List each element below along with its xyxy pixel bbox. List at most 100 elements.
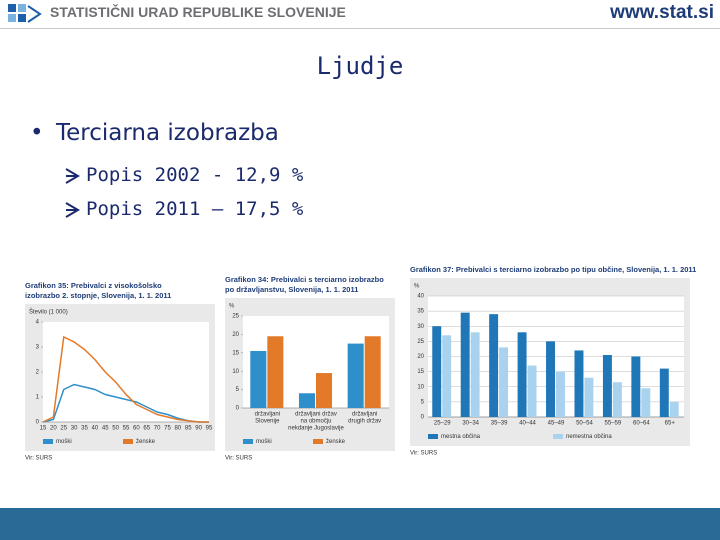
bar [574,350,584,417]
x-tick-label: drugih držav [348,419,381,425]
y-tick-label: 20 [417,354,424,360]
y-axis-label: % [414,284,420,290]
x-tick-label: 30 [71,426,78,432]
source: Vir: SURS [225,456,252,462]
x-tick-label: 50–54 [576,421,593,427]
legend-label: ženske [136,439,156,445]
bar [432,326,442,417]
bar [460,312,470,417]
chart-title: izobrazbo 2. stopnje, Slovenija, 1. 1. 2… [25,291,171,300]
bar [364,336,381,408]
legend-label: moški [56,439,72,445]
x-tick-label: državljani držav [295,412,337,418]
x-tick-label: 45 [102,426,109,432]
y-tick-label: 3 [36,345,40,351]
x-tick-label: 25 [60,426,67,432]
x-tick-label: nekdanje Jugoslavije [288,426,344,432]
slide-title: Ljudje [316,52,404,80]
bar [669,401,679,417]
bar [499,347,509,417]
y-tick-label: 2 [36,370,40,376]
x-tick-label: 85 [185,426,192,432]
x-tick-label: 55–59 [605,421,622,427]
x-tick-label: 95 [206,426,213,432]
bar [546,341,555,417]
sub-bullet: Popis 2011 – 17,5 % [86,198,304,220]
x-tick-label: državljani [255,412,280,418]
sub-bullet: Popis 2002 - 12,9 % [86,164,304,186]
x-tick-label: 55 [123,426,130,432]
bar [659,368,669,417]
x-tick-label: 60 [133,426,140,432]
arrow [65,202,80,218]
legend-swatch [428,434,438,439]
legend-swatch [553,434,563,439]
x-tick-label: 75 [164,426,171,432]
y-tick-label: 0 [421,415,425,421]
bar [489,314,499,417]
bar [556,371,565,417]
x-tick-label: 25–29 [434,421,451,427]
source: Vir: SURS [410,451,437,457]
x-tick-label: 45–49 [548,421,565,427]
x-tick-label: 40 [92,426,99,432]
arrow [65,168,80,184]
bar [347,343,364,408]
x-tick-label: 60–64 [633,421,650,427]
x-tick-label: na območju [300,419,331,425]
bar [584,377,594,417]
legend-label: mestna občina [441,434,481,440]
y-tick-label: 4 [36,320,40,326]
y-axis-label: % [229,304,235,310]
bar [602,354,612,417]
x-tick-label: 90 [195,426,202,432]
bar [641,388,651,417]
source: Vir: SURS [25,456,52,462]
y-tick-label: 10 [232,369,239,375]
chart-title: po državljanstvu, Slovenija, 1. 1. 2011 [225,285,358,294]
data-line [42,335,209,423]
x-tick-label: 20 [50,426,57,432]
y-tick-label: 10 [417,384,424,390]
x-tick-label: 40–44 [519,421,536,427]
bar [631,356,641,417]
chart-title: Grafikon 34: Prebivalci s terciarno izob… [225,275,384,284]
chart-title: Grafikon 37: Prebivalci s terciarno izob… [410,265,696,274]
y-tick-label: 0 [36,420,40,426]
bar [267,336,284,408]
x-tick-label: 65+ [665,421,676,427]
y-tick-label: 5 [421,399,425,405]
legend-swatch [313,439,323,444]
bullet-dot: • [30,120,44,146]
y-tick-label: 15 [417,369,424,375]
org-name: STATISTIČNI URAD REPUBLIKE SLOVENIJE [50,4,346,20]
bar [612,382,622,417]
x-tick-label: 80 [175,426,182,432]
logo [8,4,42,23]
legend-swatch [243,439,253,444]
bar [250,350,267,408]
y-tick-label: 25 [232,314,239,320]
y-tick-label: 30 [417,324,424,330]
legend-label: ženske [326,439,346,445]
bar [298,393,315,408]
y-tick-label: 40 [417,294,424,300]
header-rule [0,28,720,29]
x-tick-label: 15 [40,426,47,432]
legend-label: moški [256,439,272,445]
plot-area [43,322,209,422]
x-tick-label: 35–39 [491,421,508,427]
y-axis-label: Število (1 000) [29,309,68,316]
x-tick-label: Slovenije [255,419,280,425]
site-url: www.stat.si [610,2,714,23]
charts: Grafikon 35: Prebivalci z visokošolskoiz… [25,265,696,462]
y-tick-label: 0 [236,406,240,412]
x-tick-label: 65 [143,426,150,432]
x-tick-label: 70 [154,426,161,432]
footer-band [0,508,720,540]
y-tick-label: 15 [232,350,239,356]
bar [442,335,452,417]
bar [316,373,333,408]
y-tick-label: 1 [36,395,40,401]
